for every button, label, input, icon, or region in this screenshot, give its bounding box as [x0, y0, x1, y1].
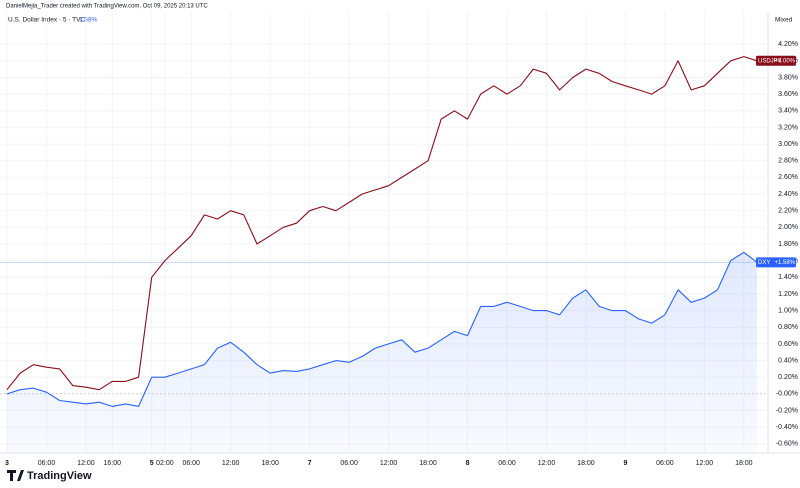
- logo-icon: [7, 470, 24, 481]
- x-tick-label: 12:00: [538, 460, 556, 467]
- x-tick-label: 18:00: [735, 460, 753, 467]
- x-tick-label: 06:00: [182, 460, 200, 467]
- x-tick-label: 5: [150, 460, 154, 467]
- y-tick-label: 0.60%: [778, 341, 798, 348]
- x-tick-label: 06:00: [656, 460, 674, 467]
- x-tick-label: 18:00: [261, 460, 279, 467]
- series-tag: [756, 257, 796, 268]
- y-tick-label: 0.40%: [778, 357, 798, 364]
- x-tick-label: 12:00: [77, 460, 95, 467]
- y-tick-label: 3.40%: [778, 108, 798, 115]
- y-tick-label: 4.20%: [778, 41, 798, 48]
- logo: TradingView: [7, 470, 92, 482]
- y-tick-label: -0.60%: [776, 441, 798, 448]
- x-tick-label: 8: [466, 460, 470, 467]
- y-tick-label: 1.20%: [778, 291, 798, 298]
- x-tick-label: 12:00: [696, 460, 714, 467]
- y-tick-label: 3.20%: [778, 124, 798, 131]
- x-tick-label: 7: [308, 460, 312, 467]
- x-tick-label: 18:00: [419, 460, 437, 467]
- end-label: +4.00%: [774, 58, 795, 64]
- end-label: +1.58%: [774, 260, 795, 266]
- x-tick-label: 18:00: [577, 460, 595, 467]
- subtitle-value: 1.58%: [79, 17, 98, 24]
- scale-mode: Mixed: [775, 17, 793, 24]
- y-tick-label: 2.00%: [778, 224, 798, 231]
- y-tick-label: 3.60%: [778, 91, 798, 98]
- x-tick-label: 02:00: [156, 460, 174, 467]
- y-tick-label: 2.60%: [778, 174, 798, 181]
- brand: TradingView: [27, 470, 92, 482]
- x-tick-label: 3: [5, 460, 9, 467]
- y-tick-label: 2.80%: [778, 158, 798, 165]
- plot: [0, 56, 768, 453]
- y-tick-label: 1.00%: [778, 307, 798, 314]
- x-tick-label: 12:00: [222, 460, 240, 467]
- series-line: [6, 56, 758, 391]
- legend-entry: USDJPY: [758, 58, 782, 64]
- x-tick-label: 06:00: [38, 460, 56, 467]
- y-tick-label: -0.20%: [776, 407, 798, 414]
- y-tick-label: 0.80%: [778, 324, 798, 331]
- y-tick-label: 1.40%: [778, 274, 798, 281]
- series-line: [6, 251, 758, 407]
- x-tick-label: 06:00: [498, 460, 516, 467]
- attribution: DanielMejia_Trader created with TradingV…: [6, 4, 208, 10]
- x-tick-label: 16:00: [103, 460, 121, 467]
- x-tick-label: 06:00: [340, 460, 358, 467]
- y-tick-label: 3.00%: [778, 141, 798, 148]
- y-tick-label: 1.80%: [778, 241, 798, 248]
- axis: -0.60% -0.40% -0.20% -0.00% 0.20% 0.40% 0.60% 0…: [5, 41, 798, 467]
- y-tick-label: 3.80%: [778, 74, 798, 81]
- x-tick-label: 12:00: [380, 460, 398, 467]
- series-tag: [756, 55, 796, 66]
- y-tick-label: 0.20%: [778, 374, 798, 381]
- x-tick-label: 9: [623, 460, 627, 467]
- y-tick-label: 2.40%: [778, 191, 798, 198]
- y-tick-label: -0.00%: [776, 391, 798, 398]
- legend-entry: DXY: [758, 260, 770, 266]
- y-tick-label: -0.40%: [776, 424, 798, 431]
- y-tick-label: 2.20%: [778, 208, 798, 215]
